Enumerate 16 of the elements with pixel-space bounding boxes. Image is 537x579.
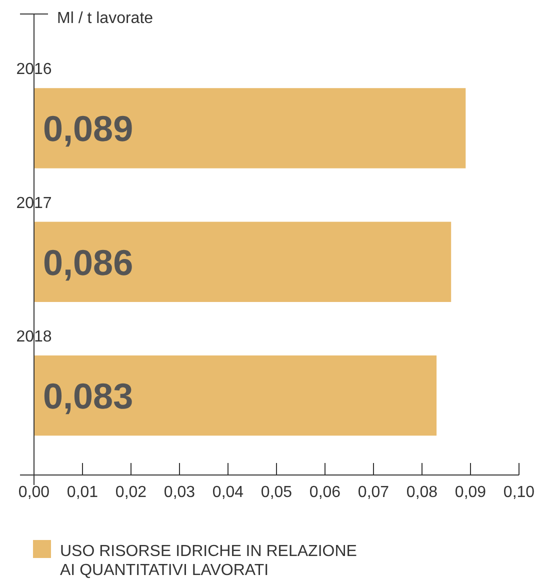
data-label: 0,089 — [43, 108, 134, 150]
data-label: 0,083 — [43, 376, 134, 417]
x-tick-label: 0,00 — [18, 484, 50, 501]
x-tick-label: 0,08 — [406, 484, 438, 501]
x-tick-label: 0,05 — [260, 484, 292, 501]
x-tick-label: 0,09 — [454, 484, 486, 501]
x-tick-label: 0,06 — [309, 484, 341, 501]
x-tick-label: 0,07 — [358, 484, 390, 501]
x-axis-title: Ml / t lavorate — [57, 10, 154, 27]
legend-label: USO RISORSE IDRICHE IN RELAZIONE AI QUANTITATIVI LAVORATI — [60, 543, 357, 579]
data-label: 0,086 — [43, 242, 134, 283]
x-tick-label: 0,04 — [212, 484, 244, 501]
x-tick-label: 0,02 — [115, 484, 147, 501]
x-tick-label: 0,10 — [503, 484, 535, 501]
x-tick-label: 0,01 — [66, 484, 98, 501]
x-tick-label: 0,03 — [164, 484, 196, 501]
